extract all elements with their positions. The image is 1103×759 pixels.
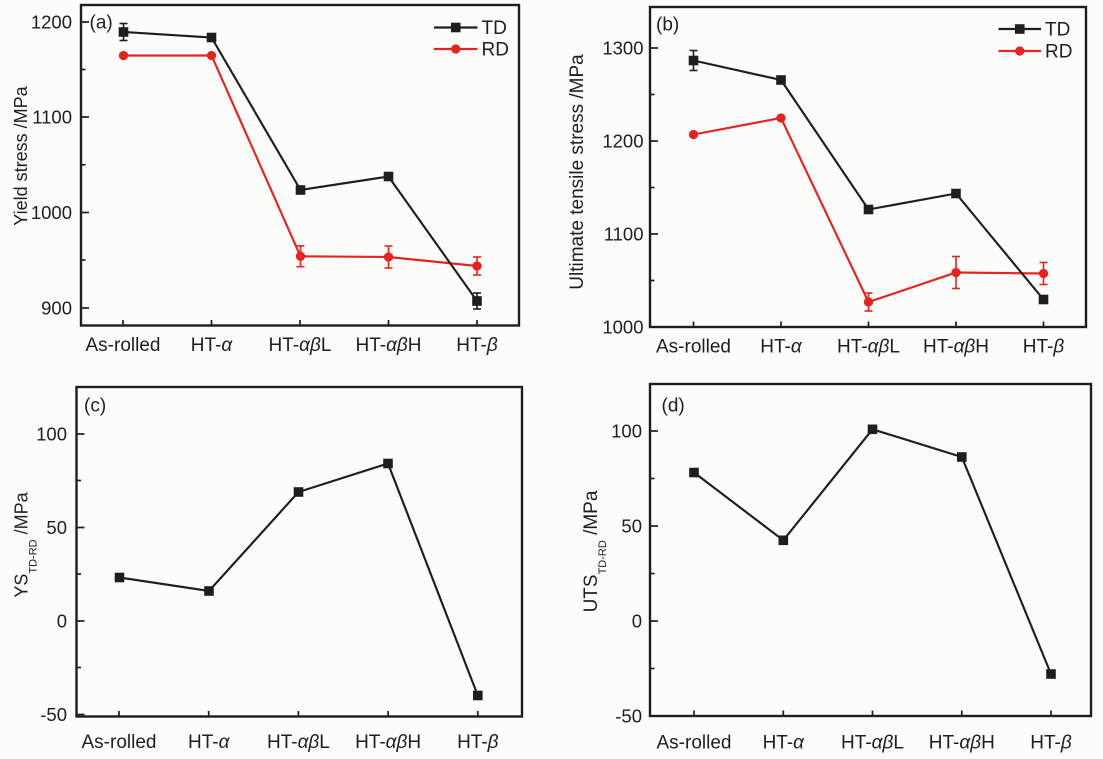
svg-text:As-rolled: As-rolled [657,733,732,754]
svg-text:HT-α: HT-α [760,337,803,358]
svg-text:HT-α: HT-α [763,733,806,754]
svg-text:(b): (b) [656,15,679,36]
svg-text:As-rolled: As-rolled [82,732,157,753]
svg-text:HT-αβL: HT-αβL [841,733,904,754]
svg-text:0: 0 [632,611,642,632]
svg-text:TD: TD [1045,20,1070,41]
svg-text:1300: 1300 [602,38,643,59]
svg-text:TD: TD [482,18,507,39]
svg-text:900: 900 [41,298,72,319]
svg-text:HT-β: HT-β [456,335,498,356]
svg-text:-50: -50 [40,704,67,725]
svg-text:HT-αβH: HT-αβH [355,732,421,753]
svg-text:HT-α: HT-α [191,335,234,356]
svg-text:1000: 1000 [602,317,643,338]
svg-text:50: 50 [621,516,642,537]
svg-text:1100: 1100 [604,224,644,245]
svg-text:HT-αβL: HT-αβL [837,337,900,358]
svg-text:HT-αβL: HT-αβL [269,335,332,356]
svg-text:HT-β: HT-β [1023,337,1065,358]
svg-text:HT-αβH: HT-αβH [355,335,421,356]
svg-text:HT-β: HT-β [457,732,499,753]
svg-text:HT-αβH: HT-αβH [923,337,989,358]
svg-text:Ultimate tensile stress /MPa: Ultimate tensile stress /MPa [567,54,588,290]
svg-text:100: 100 [611,421,642,442]
svg-text:RD: RD [482,40,509,61]
svg-text:As-rolled: As-rolled [86,335,161,356]
svg-text:1200: 1200 [602,131,643,152]
svg-text:HT-β: HT-β [1030,733,1072,754]
svg-text:(c): (c) [84,396,106,417]
svg-text:HT-α: HT-α [188,732,231,753]
svg-text:(d): (d) [662,396,685,417]
svg-text:0: 0 [57,611,67,632]
svg-text:(a): (a) [90,13,113,34]
svg-text:1200: 1200 [31,12,72,33]
svg-text:-50: -50 [615,706,642,727]
svg-text:1000: 1000 [31,202,72,223]
svg-text:HT-αβH: HT-αβH [929,733,995,754]
svg-text:As-rolled: As-rolled [656,337,731,358]
svg-text:50: 50 [46,517,67,538]
svg-text:RD: RD [1045,42,1072,63]
svg-text:1100: 1100 [32,107,72,128]
svg-text:Yield stress /MPa: Yield stress /MPa [11,85,31,225]
svg-text:HT-αβL: HT-αβL [267,732,330,753]
svg-text:100: 100 [36,424,67,445]
